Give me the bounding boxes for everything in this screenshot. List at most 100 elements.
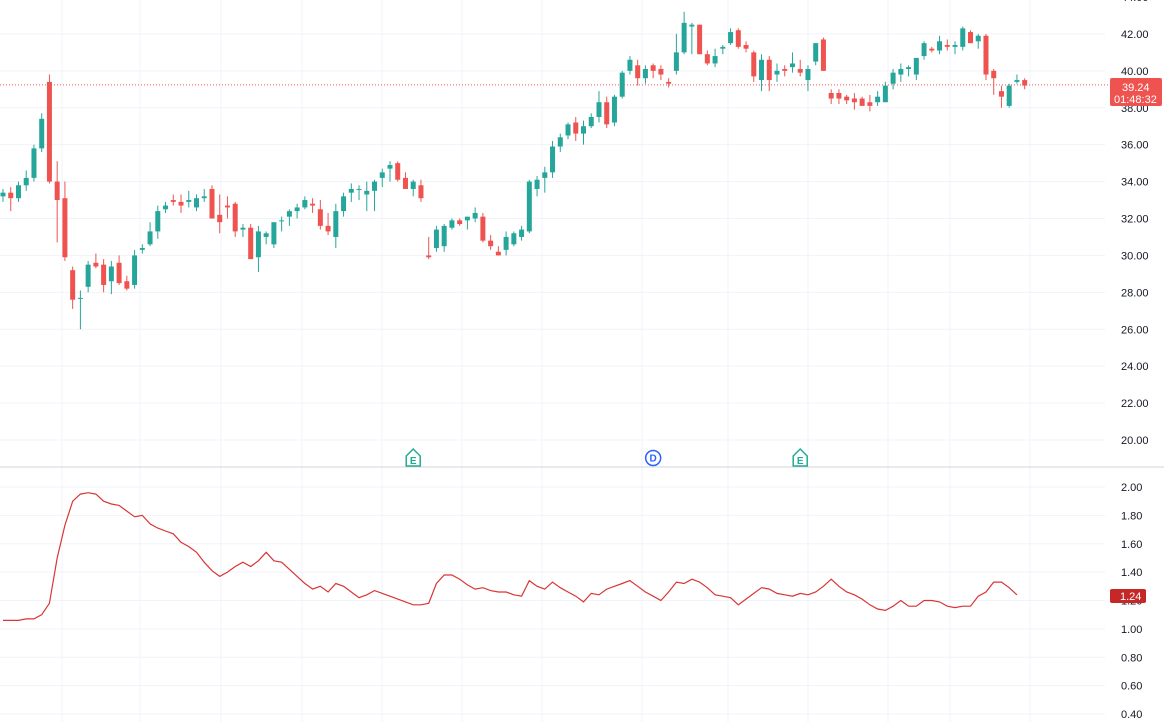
candle[interactable] (116, 255, 122, 285)
candle[interactable] (449, 218, 455, 230)
candle[interactable] (983, 33, 989, 81)
candle[interactable] (1006, 83, 1012, 108)
candle[interactable] (433, 225, 439, 252)
candle[interactable] (952, 41, 958, 55)
candle[interactable] (890, 68, 896, 90)
candle[interactable] (0, 188, 6, 202)
candle[interactable] (937, 35, 943, 55)
candle[interactable] (975, 33, 981, 49)
candle[interactable] (147, 222, 153, 247)
candle[interactable] (356, 185, 362, 201)
candle[interactable] (101, 259, 107, 293)
candle[interactable] (960, 26, 966, 51)
candle[interactable] (31, 144, 37, 182)
candle[interactable] (62, 181, 68, 261)
candle[interactable] (797, 59, 803, 77)
candle[interactable] (70, 266, 76, 309)
candle[interactable] (279, 216, 285, 232)
candle[interactable] (844, 94, 850, 105)
candle[interactable] (565, 122, 571, 140)
candle[interactable] (944, 39, 950, 51)
candle[interactable] (39, 113, 45, 153)
candle[interactable] (488, 235, 494, 250)
candle[interactable] (851, 92, 857, 110)
candle[interactable] (813, 43, 819, 66)
candle[interactable] (23, 170, 29, 191)
candle[interactable] (480, 212, 486, 243)
candle[interactable] (333, 203, 339, 249)
candle[interactable] (820, 37, 826, 71)
candle[interactable] (93, 253, 99, 269)
candle[interactable] (372, 179, 378, 212)
candle[interactable] (859, 96, 865, 106)
candle[interactable] (503, 231, 509, 256)
candle[interactable] (379, 168, 385, 188)
candle[interactable] (774, 63, 780, 82)
candle[interactable] (604, 96, 610, 129)
candle[interactable] (789, 52, 795, 73)
candle[interactable] (728, 28, 734, 45)
candle[interactable] (712, 48, 718, 68)
candle[interactable] (875, 91, 881, 106)
earnings-marker[interactable]: E (405, 447, 421, 467)
candle[interactable] (573, 116, 579, 141)
candle[interactable] (271, 222, 277, 249)
candle[interactable] (619, 70, 625, 99)
indicator-axis[interactable]: 2.001.801.601.401.201.000.800.600.40 (1121, 482, 1142, 721)
candle[interactable] (550, 140, 556, 178)
candle[interactable] (163, 201, 169, 213)
candle[interactable] (689, 22, 695, 55)
candle[interactable] (991, 68, 997, 95)
candle[interactable] (882, 81, 888, 103)
candle[interactable] (828, 89, 834, 105)
candle[interactable] (968, 30, 973, 44)
candle[interactable] (751, 50, 757, 82)
candle[interactable] (464, 216, 470, 230)
candle[interactable] (1014, 74, 1020, 84)
candle[interactable] (836, 89, 842, 105)
candle[interactable] (325, 212, 331, 236)
candle[interactable] (77, 290, 83, 330)
candle[interactable] (472, 207, 478, 223)
dividend-marker[interactable]: D (644, 449, 662, 467)
candle[interactable] (155, 205, 161, 239)
candle[interactable] (898, 63, 904, 82)
candle[interactable] (224, 196, 230, 219)
candle[interactable] (735, 28, 741, 49)
candle[interactable] (317, 200, 323, 230)
candle[interactable] (255, 225, 261, 273)
candle[interactable] (387, 161, 393, 182)
candle[interactable] (426, 236, 432, 260)
candle[interactable] (867, 94, 873, 112)
candle[interactable] (124, 275, 130, 291)
candle[interactable] (697, 24, 703, 55)
candlestick-series[interactable] (0, 11, 1028, 330)
candle[interactable] (704, 50, 710, 66)
candle[interactable] (611, 94, 617, 127)
candle[interactable] (805, 65, 811, 92)
candle[interactable] (54, 161, 60, 243)
candle[interactable] (588, 113, 594, 129)
candle[interactable] (759, 54, 765, 92)
candle[interactable] (526, 179, 532, 234)
candle[interactable] (286, 209, 292, 226)
candle[interactable] (217, 194, 223, 234)
candle[interactable] (782, 65, 788, 77)
candle[interactable] (495, 246, 501, 256)
candle[interactable] (15, 181, 21, 202)
candle[interactable] (635, 59, 641, 86)
candle[interactable] (681, 11, 687, 55)
candle[interactable] (418, 179, 424, 202)
candle[interactable] (650, 63, 656, 79)
candle[interactable] (402, 172, 408, 189)
candle[interactable] (673, 33, 679, 75)
candle[interactable] (596, 91, 602, 123)
candle[interactable] (581, 120, 586, 145)
candle[interactable] (929, 46, 935, 53)
candle[interactable] (263, 231, 269, 245)
candle[interactable] (534, 176, 540, 197)
candle[interactable] (194, 194, 199, 212)
earnings-marker[interactable]: E (792, 447, 808, 467)
